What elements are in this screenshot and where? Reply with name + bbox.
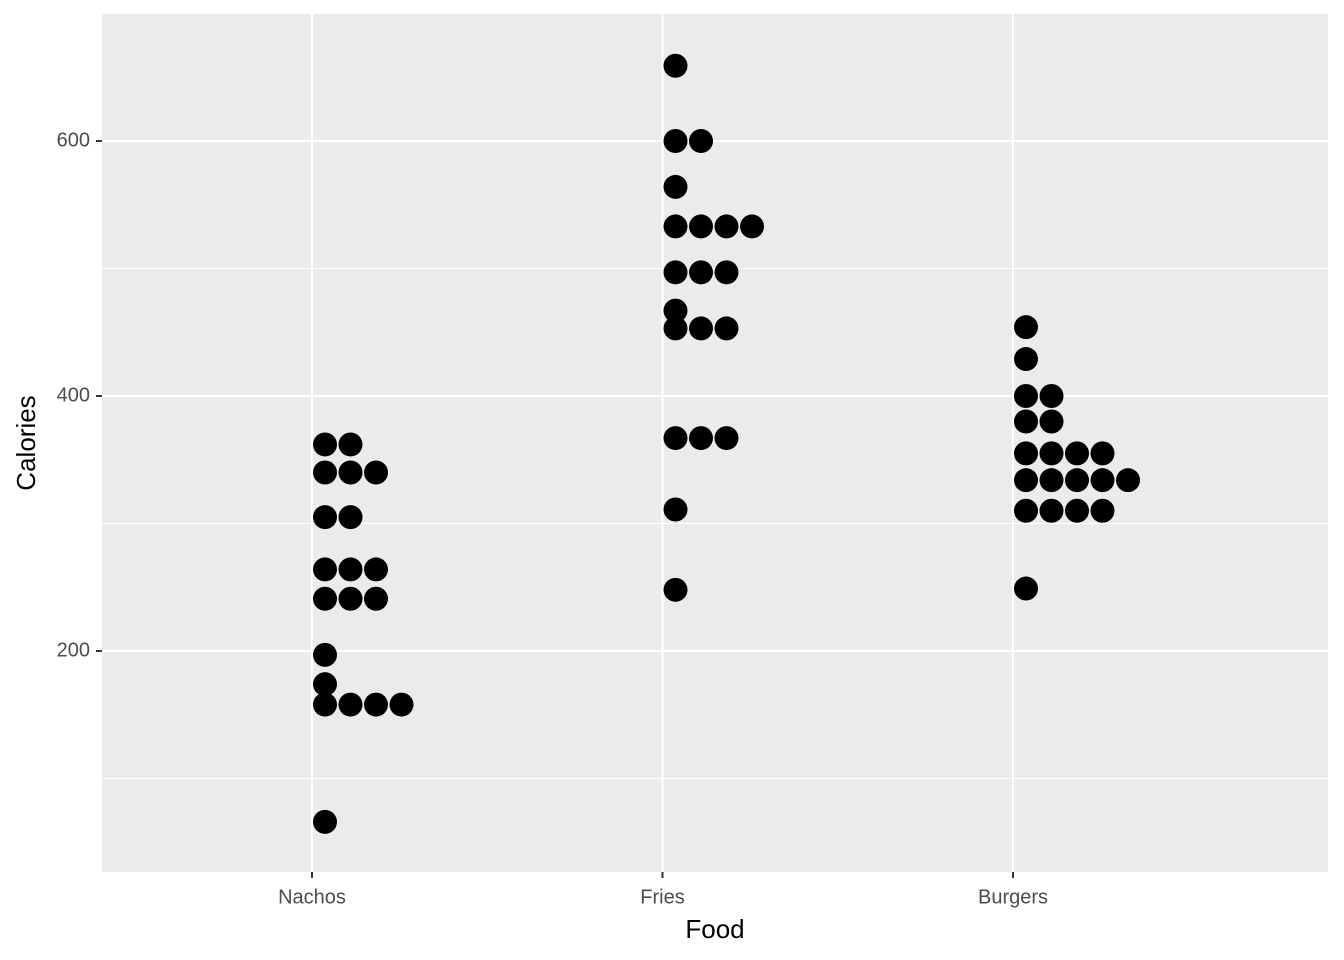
dot	[663, 298, 688, 323]
dot	[663, 128, 688, 153]
dot	[714, 426, 739, 451]
dot	[1014, 347, 1038, 372]
dot	[663, 316, 688, 341]
dot	[1090, 468, 1115, 493]
dot	[1090, 441, 1115, 466]
dot	[364, 557, 388, 582]
dot	[313, 642, 337, 667]
dot	[1065, 441, 1089, 466]
y-tick-label: 600	[57, 129, 90, 151]
dot	[689, 260, 713, 285]
dot	[313, 460, 337, 485]
dot	[364, 460, 388, 485]
dot	[714, 260, 739, 285]
dot	[338, 460, 363, 485]
dot	[663, 174, 688, 199]
dot	[740, 214, 764, 239]
dot	[689, 426, 713, 451]
dot	[714, 214, 739, 239]
grid	[102, 14, 1328, 872]
dot	[1039, 409, 1064, 434]
dot	[338, 432, 363, 457]
dot	[338, 692, 363, 717]
dot	[338, 505, 363, 530]
dot	[689, 316, 713, 341]
dot	[364, 586, 388, 611]
dot	[1065, 468, 1089, 493]
dot	[313, 432, 337, 457]
dot	[689, 214, 713, 239]
dot	[663, 577, 688, 602]
dot	[1014, 576, 1038, 601]
dot	[389, 692, 414, 717]
dot	[1014, 409, 1038, 434]
dot	[313, 505, 337, 530]
x-tick-label: Burgers	[978, 886, 1048, 908]
dot	[1090, 498, 1115, 523]
dot	[663, 426, 688, 451]
dot	[663, 214, 688, 239]
panel	[102, 14, 1328, 872]
dot	[1014, 468, 1038, 493]
dot	[714, 316, 739, 341]
marks	[313, 53, 1140, 834]
x-tick-label: Nachos	[278, 886, 346, 908]
dot	[1014, 498, 1038, 523]
dot	[1039, 441, 1064, 466]
dot	[1116, 468, 1140, 493]
dot	[663, 497, 688, 522]
y-axis-title: Calories	[11, 395, 41, 490]
dot	[313, 692, 337, 717]
y-tick-label: 400	[57, 384, 90, 406]
dot	[1014, 384, 1038, 409]
dot	[313, 586, 337, 611]
dot	[1039, 468, 1064, 493]
dot	[1065, 498, 1089, 523]
y-tick-label: 200	[57, 639, 90, 661]
x-tick-label: Fries	[640, 886, 684, 908]
dot	[663, 260, 688, 285]
dot	[364, 692, 388, 717]
dot	[1014, 441, 1038, 466]
dot	[689, 128, 713, 153]
dot	[313, 809, 337, 834]
dot	[338, 586, 363, 611]
x-axis-title: Food	[685, 914, 744, 944]
dot	[1039, 498, 1064, 523]
dot	[338, 557, 363, 582]
dot	[1014, 315, 1038, 340]
dot	[1039, 384, 1064, 409]
dot	[663, 53, 688, 78]
dot	[313, 557, 337, 582]
dot	[313, 672, 337, 697]
